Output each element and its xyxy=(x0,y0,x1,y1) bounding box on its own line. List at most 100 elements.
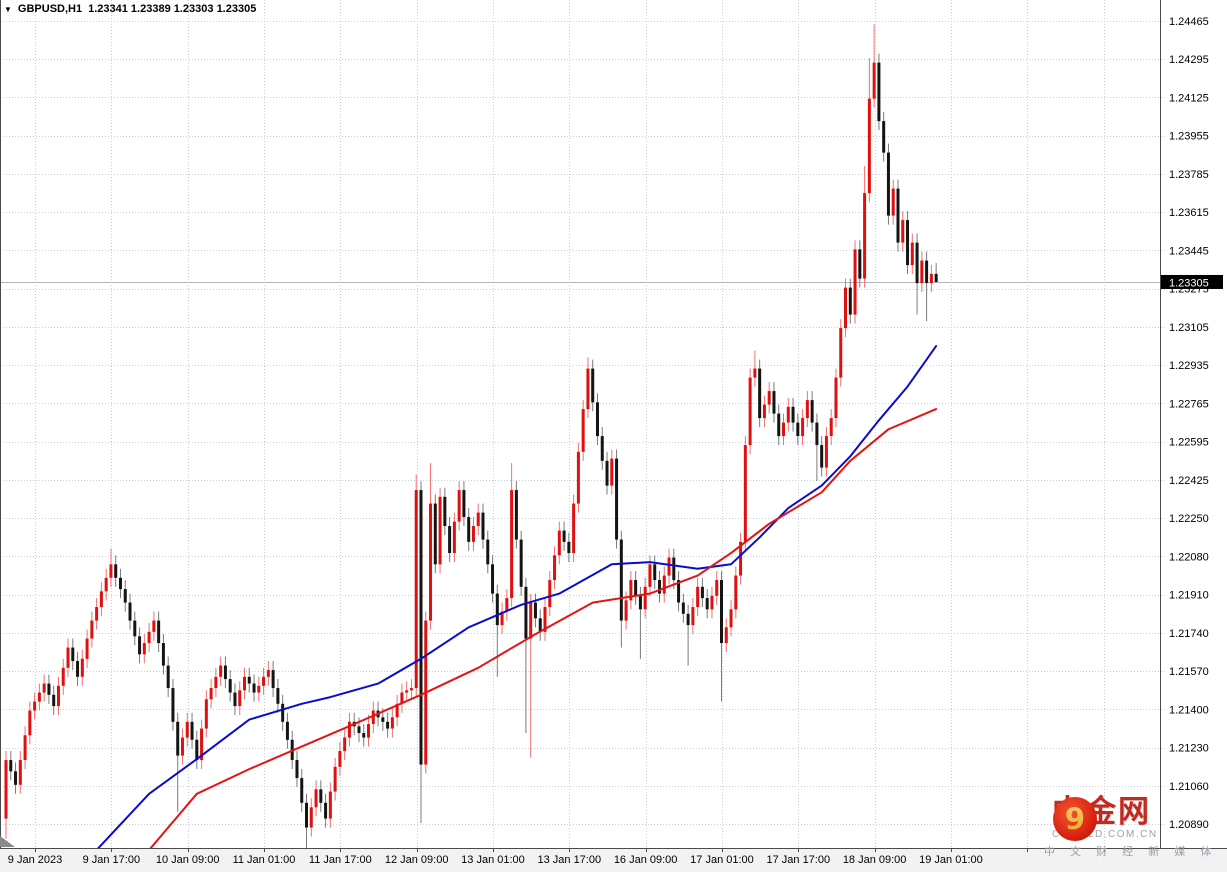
candle-body xyxy=(710,595,714,610)
candle-body xyxy=(524,586,528,639)
candle-down xyxy=(223,656,227,689)
candle-up xyxy=(510,463,514,608)
candle-body xyxy=(648,564,652,587)
candle-down xyxy=(176,712,180,812)
candle-body xyxy=(371,710,375,725)
watermark: 9 中金网 CNGOLD.COM.CN 中 文 财 经 新 媒 体 xyxy=(1044,796,1222,859)
candle-body xyxy=(419,490,423,765)
candle-body xyxy=(586,368,590,410)
candle-body xyxy=(848,287,852,315)
candle-up xyxy=(553,546,557,590)
candle-body xyxy=(161,643,165,666)
price-axis-label: 1.23105 xyxy=(1169,322,1209,334)
candle-body xyxy=(753,368,757,378)
candle-body xyxy=(209,688,213,700)
candle-down xyxy=(448,517,452,563)
candle-down xyxy=(47,674,51,704)
price-axis-label: 1.22425 xyxy=(1169,475,1209,487)
candle-down xyxy=(481,503,485,549)
candle-body xyxy=(686,613,690,626)
chevron-down-icon[interactable]: ▼ xyxy=(4,4,12,14)
candle-up xyxy=(629,571,633,610)
candle-down xyxy=(896,179,900,252)
candle-body xyxy=(906,220,910,266)
candle-up xyxy=(471,517,475,551)
candle-body xyxy=(505,598,509,612)
candle-body xyxy=(915,242,919,284)
candle-up xyxy=(457,481,461,531)
price-axis-label: 1.24125 xyxy=(1169,92,1209,104)
candle-body xyxy=(782,422,786,437)
scroll-wedge-icon[interactable] xyxy=(0,836,15,847)
price-axis-label: 1.22765 xyxy=(1169,398,1209,410)
candle-body xyxy=(99,591,103,608)
candle-down xyxy=(419,481,423,824)
candle-body xyxy=(529,602,533,639)
candle-body xyxy=(629,580,633,601)
candle-down xyxy=(619,530,623,648)
candle-body xyxy=(863,193,867,279)
candle-up xyxy=(548,571,552,617)
candle-body xyxy=(491,564,495,594)
candle-down xyxy=(467,508,471,551)
candle-body xyxy=(324,802,328,819)
watermark-tagline: 中 文 财 经 新 媒 体 xyxy=(1044,846,1218,858)
symbol-period-label: GBPUSD,H1 xyxy=(17,3,83,15)
candle-body xyxy=(677,580,681,603)
candle-up xyxy=(61,658,65,695)
price-axis-label: 1.21570 xyxy=(1169,666,1209,678)
candle-down xyxy=(796,413,800,446)
candle-body xyxy=(285,721,289,740)
candle-down xyxy=(882,112,886,162)
candle-down xyxy=(777,404,781,446)
candle-down xyxy=(362,724,366,747)
candle-body xyxy=(152,620,156,632)
candle-up xyxy=(23,726,27,770)
ohlc-quote-line: 1.23341 1.23389 1.23303 1.23305 xyxy=(88,3,257,15)
candle-body xyxy=(414,490,418,689)
time-axis-label: 16 Jan 09:00 xyxy=(614,854,678,866)
candle-body xyxy=(438,496,442,565)
time-axis-strip[interactable] xyxy=(0,849,1227,872)
candle-body xyxy=(901,220,905,243)
candle-down xyxy=(677,571,681,612)
candle-down xyxy=(14,762,18,794)
time-axis-labels[interactable]: 9 Jan 2023 9 Jan 17:00 10 Jan 09:00 11 Jan … xyxy=(8,854,983,866)
plot-borders xyxy=(0,0,1227,852)
time-axis-label: 13 Jan 01:00 xyxy=(461,854,525,866)
candle-down xyxy=(615,449,619,549)
price-axis-labels[interactable]: 1.24465 1.24295 1.24125 1.23955 1.23785 1.236… xyxy=(1169,16,1209,831)
candle-body xyxy=(572,503,576,554)
candle-up xyxy=(238,681,242,716)
candle-up xyxy=(314,780,318,817)
candle-up xyxy=(328,782,332,828)
candle-body xyxy=(696,586,700,608)
candle-body xyxy=(95,607,99,621)
candle-body xyxy=(14,771,18,785)
candle-body xyxy=(328,791,332,819)
candle-up xyxy=(429,463,433,630)
candle-down xyxy=(324,793,328,828)
candle-up xyxy=(180,728,184,765)
candle-up xyxy=(929,264,933,293)
plot-area[interactable] xyxy=(0,24,1160,868)
candle-up xyxy=(42,674,46,702)
candle-body xyxy=(762,404,766,419)
candle-body xyxy=(476,512,480,527)
candle-body xyxy=(338,751,342,767)
candle-up xyxy=(543,598,547,641)
candle-body xyxy=(243,676,246,691)
candle-body xyxy=(257,685,261,693)
candle-up xyxy=(910,233,914,275)
candle-body xyxy=(133,620,137,637)
candle-body xyxy=(634,580,638,596)
candle-down xyxy=(171,679,175,731)
candle-up xyxy=(99,582,103,617)
candle-up xyxy=(696,577,700,617)
candle-down xyxy=(514,481,518,549)
candle-up xyxy=(500,602,504,635)
time-axis-label: 11 Jan 01:00 xyxy=(233,854,296,866)
candle-body xyxy=(724,627,728,644)
candle-down xyxy=(681,593,685,623)
